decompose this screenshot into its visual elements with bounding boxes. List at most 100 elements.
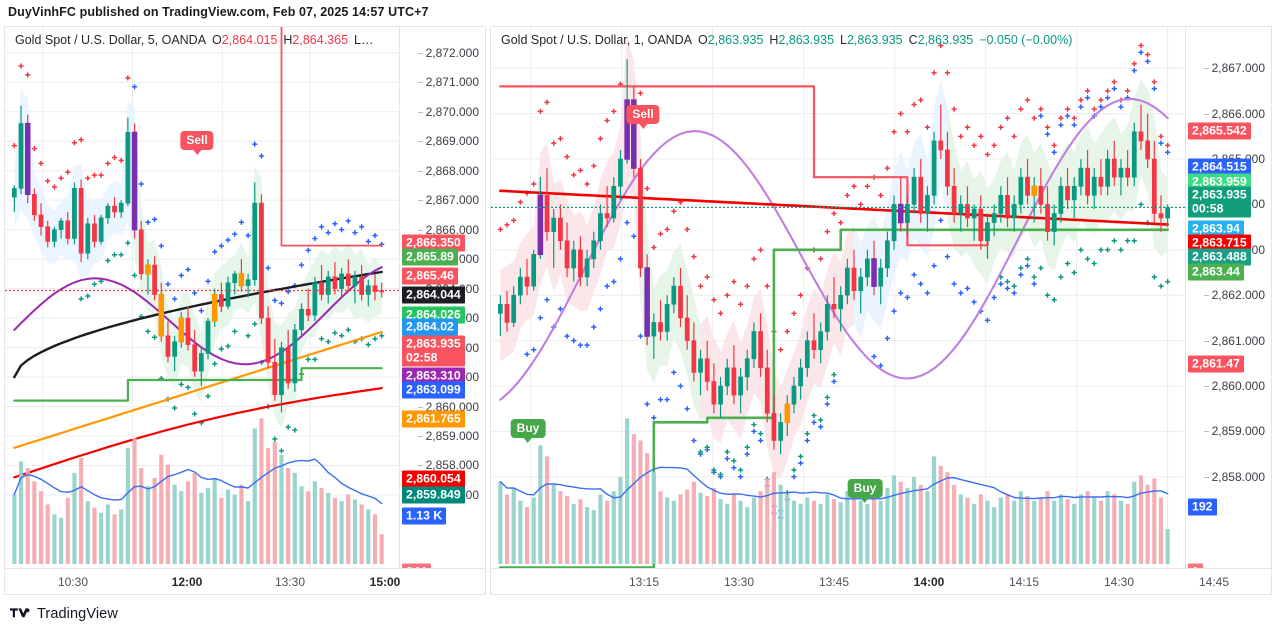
time-tick: 13:15	[628, 575, 660, 589]
attribution-text: DuyVinhFC published on TradingView.com, …	[8, 5, 429, 19]
time-scale-left[interactable]: 10:30 12:00 13:30 15:00	[5, 568, 485, 594]
time-tick: 13:30	[723, 575, 755, 589]
price-label-value: 2,864.044	[406, 287, 461, 302]
price-label-value: 2,864.026	[406, 307, 461, 322]
price-label-value: 2,864.515	[1192, 159, 1247, 174]
price-label-badge[interactable]: 2,861.765	[402, 410, 465, 428]
price-label-badge[interactable]: 2,863.099	[402, 381, 465, 399]
time-tick: 14:30	[1103, 575, 1135, 589]
price-label-badge[interactable]: 2,865.542	[1188, 122, 1251, 140]
time-tick: 13:30	[274, 575, 306, 589]
price-tick: 2,860.000	[417, 399, 479, 414]
price-label-badge[interactable]: 2,865.89	[402, 248, 458, 266]
price-label-countdown: 00:58	[1192, 201, 1224, 216]
price-scale-right[interactable]: 2,867.0002,866.0002,865.0002,864.0002,86…	[1185, 27, 1271, 594]
price-label-value: 2,864.02	[406, 319, 454, 334]
price-label-value: 2,866.350	[406, 235, 461, 250]
price-label-value: 2,861.47	[1192, 356, 1240, 371]
price-label-badge[interactable]: 1.13 K	[402, 507, 447, 525]
price-tick: 2,860.000	[1203, 379, 1265, 393]
time-tick: 13:45	[818, 575, 850, 589]
price-label-badge[interactable]: 2,863.715	[1188, 234, 1251, 252]
ohlc-low-value-right: 2,863.935	[846, 33, 903, 47]
price-label-value: 2,863.959	[1192, 174, 1247, 189]
symbol-label-right: Gold Spot / U.S. Dollar, 1, OANDA	[501, 33, 693, 47]
price-label-value: 2,863.099	[406, 382, 461, 397]
price-tick: 2,867.000	[417, 193, 479, 208]
price-label-value: 2,863.935	[1192, 187, 1247, 202]
chart-pane-left[interactable]: Gold Spot / U.S. Dollar, 5, OANDA O2,864.…	[4, 26, 486, 595]
time-tick: 14:00	[913, 575, 945, 589]
price-label-value: 2,859.849	[406, 487, 461, 502]
ohlc-high-value-left: 2,864.365	[292, 33, 349, 47]
price-tick: 2,858.000	[417, 458, 479, 473]
price-label-badge[interactable]: 2,865.46	[402, 267, 458, 285]
price-label-value: 2,860.054	[406, 471, 461, 486]
price-tick: 2,866.000	[1203, 106, 1265, 121]
price-tick: 2,869.000	[417, 134, 479, 149]
price-label-badge[interactable]: 2,866.350	[402, 234, 465, 252]
price-label-badge[interactable]: 2,864.044	[402, 286, 465, 304]
ohlc-high-label-left: H	[283, 33, 293, 47]
price-label-badge[interactable]: 2,863.935 02:58	[402, 335, 465, 367]
chart-legend-left: Gold Spot / U.S. Dollar, 5, OANDA O2,864.…	[15, 33, 373, 47]
price-label-badge[interactable]: 192	[1188, 498, 1217, 516]
price-label-value: 192	[1192, 499, 1213, 514]
ohlc-high-value-right: 2,863.935	[778, 33, 835, 47]
ohlc-change-right: −0.050 (−0.00%)	[979, 33, 1073, 47]
price-label-badge[interactable]: 2,863.44	[1188, 263, 1244, 281]
price-label-badge[interactable]: 2,863.959	[1188, 173, 1251, 191]
price-label-badge[interactable]: 2,863.488	[1188, 248, 1251, 266]
price-tick: 2,872.000	[417, 45, 479, 60]
price-label-value: 2,863.488	[1192, 249, 1247, 264]
ohlc-open-label-left: O	[212, 33, 222, 47]
price-label-badge[interactable]: 2,863.935 00:58	[1188, 186, 1251, 218]
price-label-badge[interactable]: 2,860.054	[402, 470, 465, 488]
footer-branding[interactable]: TradingView	[10, 606, 118, 622]
time-tick: 14:15	[1008, 575, 1040, 589]
ohlc-open-value-left: 2,864.015	[221, 33, 278, 47]
ohlc-open-value-right: 2,863.935	[707, 33, 764, 47]
price-tick: 2,866.000	[417, 222, 479, 237]
ohlc-low-label-left: L…	[354, 33, 374, 47]
price-label-badge[interactable]: 2,861.47	[1188, 355, 1244, 373]
sell-marker[interactable]: Sell	[180, 131, 214, 155]
price-label-value: 2,865.46	[406, 268, 454, 283]
chart-plot-left[interactable]	[5, 27, 485, 594]
buy-marker[interactable]: Buy	[847, 479, 883, 503]
chart-plot-right[interactable]	[491, 27, 1271, 594]
price-tick: 2,862.000	[1203, 288, 1265, 303]
chart-pane-right[interactable]: Gold Spot / U.S. Dollar, 1, OANDA O2,863.…	[490, 26, 1272, 595]
price-tick: 2,859.000	[417, 429, 479, 443]
price-label-value: 2,863.715	[1192, 235, 1247, 250]
ohlc-low-label-right: L	[840, 33, 847, 47]
tradingview-brand-label: TradingView	[37, 606, 118, 622]
price-label-badge[interactable]: 2,859.849	[402, 486, 465, 504]
price-label-badge[interactable]: 2,863.310	[402, 367, 465, 385]
price-label-countdown: 02:58	[406, 350, 438, 365]
symbol-label-left: Gold Spot / U.S. Dollar, 5, OANDA	[15, 33, 207, 47]
price-tick: 2,867.000	[1203, 61, 1265, 76]
ohlc-close-value-right: 2,863.935	[917, 33, 974, 47]
price-tick: 2,870.000	[417, 104, 479, 119]
price-label-badge[interactable]: 2,863.94	[1188, 220, 1244, 238]
ohlc-close-label-right: C	[908, 33, 918, 47]
tradingview-logo-icon	[10, 607, 30, 617]
price-label-value: 2,865.89	[406, 249, 454, 264]
price-tick: 2,868.000	[417, 163, 479, 178]
price-tick: 2,871.000	[417, 75, 479, 90]
price-label-value: 2,863.94	[1192, 221, 1240, 236]
buy-marker[interactable]: Buy	[510, 419, 546, 443]
time-tick: 14:45	[1198, 575, 1230, 589]
time-tick: 10:30	[57, 575, 89, 589]
price-tick: 2,859.000	[1203, 424, 1265, 439]
sell-marker[interactable]: Sell	[626, 105, 660, 129]
price-tick: 2,861.000	[1203, 333, 1265, 348]
price-label-badge[interactable]: 2,864.515	[1188, 158, 1251, 176]
price-label-badge[interactable]: 2,864.02	[402, 318, 458, 336]
ohlc-high-label-right: H	[769, 33, 779, 47]
price-label-value: 1.13 K	[406, 508, 443, 523]
price-scale-left[interactable]: 2,872.000 2,871.000 2,870.000 2,869.000 2,86…	[399, 27, 485, 594]
